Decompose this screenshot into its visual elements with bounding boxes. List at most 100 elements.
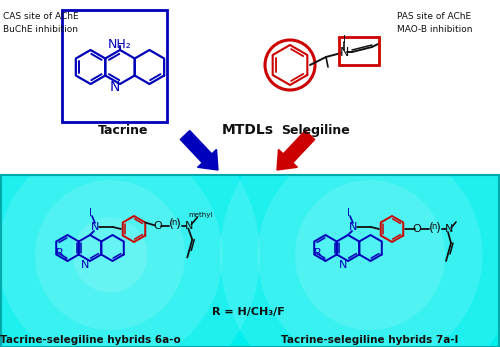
Circle shape — [220, 105, 500, 347]
Bar — [0, 293, 500, 296]
Bar — [0, 229, 500, 233]
Bar — [0, 184, 500, 187]
Bar — [0, 313, 500, 316]
Bar — [0, 275, 500, 279]
Bar — [0, 206, 500, 210]
Bar — [0, 235, 500, 239]
Bar — [0, 224, 500, 228]
Bar — [0, 341, 500, 345]
Text: N: N — [185, 220, 194, 230]
Text: R: R — [56, 248, 64, 258]
Circle shape — [0, 143, 222, 347]
Bar — [0, 218, 500, 222]
Text: ): ) — [436, 221, 440, 235]
Bar — [0, 324, 500, 328]
Text: methyl: methyl — [188, 212, 212, 218]
Bar — [0, 304, 500, 308]
Text: Tacrine-selegiline hybrids 7a-l: Tacrine-selegiline hybrids 7a-l — [282, 335, 459, 345]
Circle shape — [35, 180, 185, 330]
Bar — [0, 249, 500, 253]
Bar — [0, 318, 500, 322]
Bar — [0, 272, 500, 276]
Text: MTDLs: MTDLs — [222, 123, 274, 137]
Bar — [0, 301, 500, 305]
Text: Tacrine: Tacrine — [98, 124, 148, 136]
Bar — [0, 178, 500, 182]
Text: N: N — [340, 45, 348, 59]
FancyArrow shape — [277, 130, 314, 170]
Text: n: n — [432, 221, 436, 230]
Bar — [0, 244, 500, 248]
Text: O: O — [153, 220, 162, 230]
Text: (: ( — [428, 221, 434, 235]
Text: N: N — [91, 222, 99, 232]
Text: N: N — [349, 222, 357, 232]
Text: R = H/CH₃/F: R = H/CH₃/F — [212, 307, 284, 317]
Bar — [0, 204, 500, 208]
Bar — [0, 215, 500, 219]
Text: I: I — [342, 35, 345, 45]
Text: N: N — [110, 80, 120, 94]
Circle shape — [258, 143, 482, 347]
Bar — [0, 255, 500, 259]
Bar — [0, 310, 500, 314]
Bar — [0, 227, 500, 230]
Bar — [0, 338, 500, 342]
Bar — [0, 181, 500, 185]
Text: Selegiline: Selegiline — [280, 124, 349, 136]
Text: N: N — [81, 260, 89, 270]
Bar — [0, 290, 500, 294]
Text: I: I — [88, 208, 92, 218]
Text: n: n — [172, 218, 177, 227]
FancyArrow shape — [180, 130, 218, 170]
Bar — [0, 195, 500, 199]
Bar — [0, 295, 500, 299]
Bar — [0, 284, 500, 288]
Text: R: R — [314, 248, 322, 258]
Text: PAS site of AChE
MAO-B inhibition: PAS site of AChE MAO-B inhibition — [397, 12, 472, 34]
Bar — [0, 209, 500, 213]
Bar — [0, 278, 500, 282]
Bar — [0, 321, 500, 325]
Bar — [0, 201, 500, 205]
Text: Tacrine-selegiline hybrids 6a-o: Tacrine-selegiline hybrids 6a-o — [0, 335, 180, 345]
Bar — [0, 241, 500, 245]
Text: O: O — [412, 224, 422, 234]
Bar — [0, 287, 500, 291]
Bar — [62, 10, 167, 122]
Text: ): ) — [176, 218, 180, 231]
Bar — [0, 212, 500, 216]
Bar — [0, 307, 500, 311]
Text: NH₂: NH₂ — [108, 37, 132, 51]
Circle shape — [72, 218, 148, 293]
Bar — [0, 192, 500, 196]
Circle shape — [0, 105, 260, 347]
Bar — [0, 252, 500, 256]
Bar — [339, 37, 379, 65]
Bar — [0, 264, 500, 268]
Text: N: N — [339, 260, 347, 270]
Bar — [0, 258, 500, 262]
Bar — [0, 198, 500, 202]
Bar — [0, 232, 500, 236]
Bar — [1, 175, 499, 347]
Bar — [0, 327, 500, 331]
Bar — [0, 333, 500, 337]
Circle shape — [295, 180, 445, 330]
Bar — [0, 175, 500, 347]
Text: I: I — [346, 208, 350, 218]
Bar — [0, 336, 500, 339]
Bar — [0, 238, 500, 242]
Bar — [0, 221, 500, 225]
Bar — [0, 261, 500, 265]
Bar — [0, 247, 500, 251]
Bar — [0, 270, 500, 273]
Bar — [0, 330, 500, 334]
Bar — [0, 344, 500, 347]
Text: CAS site of AChE
BuChE inhibition: CAS site of AChE BuChE inhibition — [3, 12, 78, 34]
Bar — [0, 267, 500, 271]
Bar — [0, 175, 500, 179]
Text: N: N — [445, 224, 453, 234]
Bar — [0, 189, 500, 193]
Bar — [0, 315, 500, 319]
